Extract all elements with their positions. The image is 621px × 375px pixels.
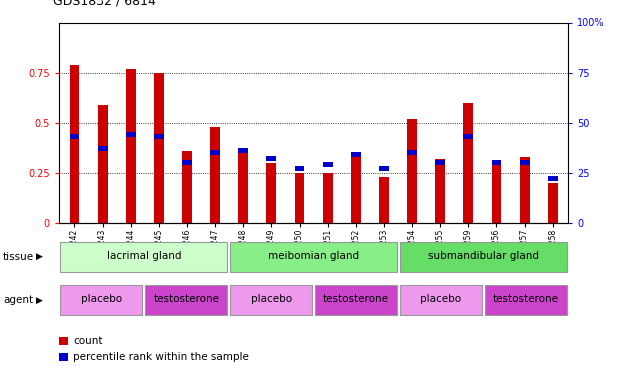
- Bar: [294, 173, 304, 223]
- Bar: [463, 134, 473, 140]
- Text: placebo: placebo: [420, 294, 461, 304]
- Bar: [351, 152, 361, 157]
- Text: testosterone: testosterone: [153, 294, 219, 304]
- Text: placebo: placebo: [81, 294, 122, 304]
- Text: meibomian gland: meibomian gland: [268, 251, 359, 261]
- Bar: [492, 163, 501, 223]
- Text: lacrimal gland: lacrimal gland: [107, 251, 181, 261]
- Bar: [154, 73, 164, 223]
- FancyBboxPatch shape: [60, 242, 227, 272]
- Text: percentile rank within the sample: percentile rank within the sample: [73, 352, 249, 362]
- Bar: [548, 177, 558, 182]
- Bar: [97, 105, 107, 223]
- Text: testosterone: testosterone: [493, 294, 559, 304]
- Bar: [294, 166, 304, 171]
- Bar: [323, 162, 333, 168]
- FancyBboxPatch shape: [315, 285, 397, 315]
- Bar: [97, 146, 107, 152]
- Text: GDS1832 / 6814: GDS1832 / 6814: [53, 0, 156, 8]
- Text: agent: agent: [3, 295, 34, 305]
- Bar: [379, 166, 389, 171]
- Bar: [126, 132, 135, 137]
- Bar: [238, 151, 248, 223]
- Bar: [211, 150, 220, 155]
- Text: placebo: placebo: [251, 294, 292, 304]
- Bar: [182, 151, 192, 223]
- Bar: [435, 159, 445, 223]
- Text: count: count: [73, 336, 102, 346]
- FancyBboxPatch shape: [230, 242, 397, 272]
- Text: ▶: ▶: [36, 252, 43, 261]
- Bar: [379, 177, 389, 223]
- FancyBboxPatch shape: [400, 285, 482, 315]
- Bar: [266, 163, 276, 223]
- FancyBboxPatch shape: [60, 285, 142, 315]
- Bar: [154, 134, 164, 140]
- Bar: [435, 160, 445, 165]
- Text: testosterone: testosterone: [323, 294, 389, 304]
- Bar: [59, 352, 68, 361]
- Bar: [182, 160, 192, 165]
- Bar: [211, 127, 220, 223]
- FancyBboxPatch shape: [230, 285, 312, 315]
- Bar: [266, 156, 276, 161]
- Bar: [70, 134, 79, 140]
- Bar: [238, 148, 248, 153]
- Text: ▶: ▶: [36, 296, 43, 304]
- Bar: [492, 160, 501, 165]
- Bar: [407, 150, 417, 155]
- Bar: [323, 173, 333, 223]
- Bar: [59, 337, 68, 345]
- FancyBboxPatch shape: [145, 285, 227, 315]
- Bar: [520, 157, 530, 223]
- Text: submandibular gland: submandibular gland: [428, 251, 539, 261]
- Bar: [407, 119, 417, 223]
- Bar: [548, 183, 558, 223]
- FancyBboxPatch shape: [485, 285, 567, 315]
- Bar: [70, 64, 79, 223]
- Bar: [126, 69, 135, 223]
- FancyBboxPatch shape: [400, 242, 567, 272]
- Bar: [351, 157, 361, 223]
- Text: tissue: tissue: [3, 252, 34, 262]
- Bar: [463, 103, 473, 223]
- Bar: [520, 160, 530, 165]
